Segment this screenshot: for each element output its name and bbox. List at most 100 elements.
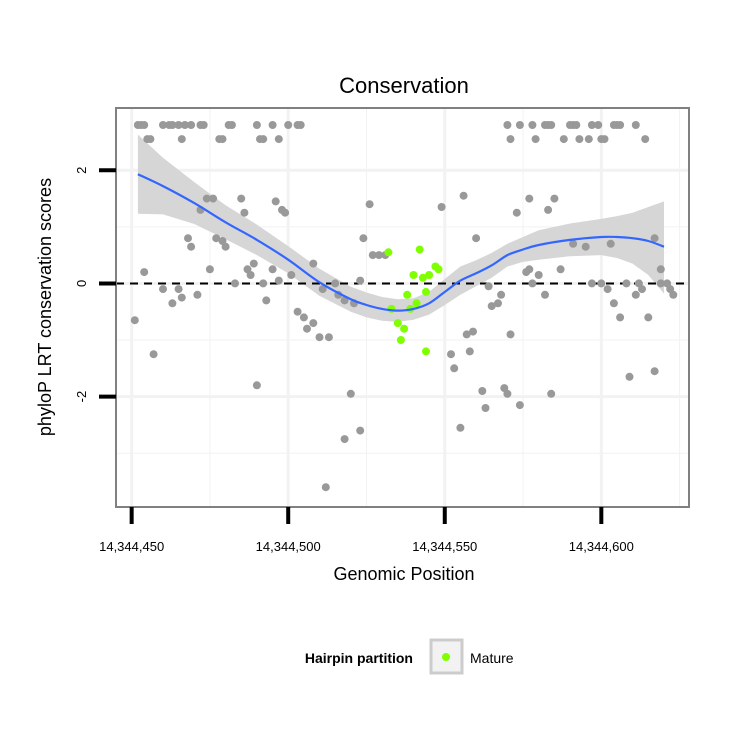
data-point-other <box>609 299 618 308</box>
legend-title: Hairpin partition <box>305 650 413 666</box>
data-point-other <box>365 200 374 209</box>
y-tick-label: -2 <box>74 391 89 403</box>
data-point-other <box>550 194 559 203</box>
data-point-other <box>281 208 290 217</box>
data-point-other <box>450 364 459 373</box>
data-point-other <box>159 285 167 294</box>
data-point-other <box>315 333 324 342</box>
legend-label-mature: Mature <box>470 650 514 666</box>
data-point-other <box>472 234 481 243</box>
data-point-other <box>356 426 365 435</box>
data-point-other <box>606 239 615 248</box>
data-point-other <box>575 135 584 144</box>
data-point-other <box>631 290 640 299</box>
data-point-other <box>600 135 609 144</box>
data-point-other <box>597 279 606 288</box>
data-point-other <box>569 239 578 248</box>
data-point-other <box>515 121 524 129</box>
legend-key-mature <box>442 653 450 661</box>
data-point-other <box>140 121 149 129</box>
data-point-other <box>503 121 512 129</box>
data-point-other <box>465 347 474 356</box>
data-point-other <box>240 208 249 217</box>
data-point-other <box>268 121 277 129</box>
data-point-other <box>368 251 377 260</box>
data-point-other <box>346 389 355 398</box>
mature-points <box>384 245 443 356</box>
data-point-other <box>616 313 625 322</box>
data-point-other <box>375 251 383 260</box>
data-point-other <box>309 259 318 268</box>
data-point-mature <box>422 287 430 296</box>
data-point-mature <box>393 319 402 328</box>
data-point-other <box>340 435 349 444</box>
major-gridlines <box>116 108 689 507</box>
data-point-other <box>631 121 640 129</box>
data-point-other <box>462 330 471 339</box>
other-points <box>130 121 678 492</box>
data-point-other <box>237 194 246 203</box>
data-point-other <box>318 285 327 294</box>
data-point-other <box>359 234 368 243</box>
data-point-other <box>193 290 202 299</box>
x-axis: 14,344,450 14,344,500 14,344,550 14,344,600 <box>99 507 634 554</box>
data-point-mature <box>384 248 393 257</box>
data-point-other <box>469 327 477 336</box>
data-point-other <box>187 242 196 251</box>
data-point-other <box>656 265 665 274</box>
data-point-other <box>547 121 556 129</box>
data-point-other <box>177 135 186 144</box>
data-point-other <box>638 285 646 294</box>
data-point-other <box>199 121 208 129</box>
data-point-other <box>293 307 302 316</box>
data-point-other <box>212 234 221 243</box>
confidence-ribbon <box>137 134 664 322</box>
data-point-other <box>625 372 634 381</box>
data-point-other <box>174 285 183 294</box>
data-point-other <box>544 205 553 214</box>
data-point-other <box>584 135 593 144</box>
data-point-other <box>252 121 261 129</box>
data-point-other <box>140 268 149 277</box>
data-point-other <box>559 135 568 144</box>
y-tick-label: 2 <box>74 167 89 174</box>
data-point-other <box>669 290 678 299</box>
data-point-other <box>180 121 189 129</box>
x-tick-label: 14,344,500 <box>256 539 321 554</box>
x-tick-label: 14,344,550 <box>412 539 477 554</box>
data-point-other <box>494 299 502 308</box>
data-point-other <box>503 389 512 398</box>
data-point-other <box>506 135 515 144</box>
data-point-mature <box>418 273 427 282</box>
data-point-mature <box>412 299 421 308</box>
data-point-other <box>616 121 625 129</box>
data-point-other <box>587 279 596 288</box>
data-point-mature <box>434 265 443 274</box>
data-point-other <box>481 404 490 412</box>
data-point-other <box>447 350 455 359</box>
data-point-other <box>487 302 496 311</box>
data-point-other <box>187 121 196 129</box>
data-point-other <box>321 483 330 492</box>
data-point-mature <box>415 245 424 254</box>
data-point-other <box>534 271 543 279</box>
data-point-other <box>594 121 603 129</box>
data-point-other <box>603 285 612 294</box>
data-point-other <box>246 271 255 279</box>
x-tick-label: 14,344,450 <box>99 539 164 554</box>
data-point-other <box>656 279 665 288</box>
data-point-other <box>205 265 214 274</box>
data-point-other <box>159 121 167 129</box>
data-point-other <box>459 191 468 200</box>
data-point-other <box>299 313 308 322</box>
data-point-other <box>287 271 296 279</box>
data-point-mature <box>422 347 430 356</box>
data-point-other <box>484 282 493 291</box>
data-point-other <box>525 265 534 274</box>
data-point-mature <box>400 324 409 333</box>
data-point-other <box>146 135 155 144</box>
data-point-other <box>274 135 283 144</box>
data-point-other <box>650 367 659 376</box>
smooth-trend-line <box>137 173 665 312</box>
data-point-mature <box>409 271 418 279</box>
